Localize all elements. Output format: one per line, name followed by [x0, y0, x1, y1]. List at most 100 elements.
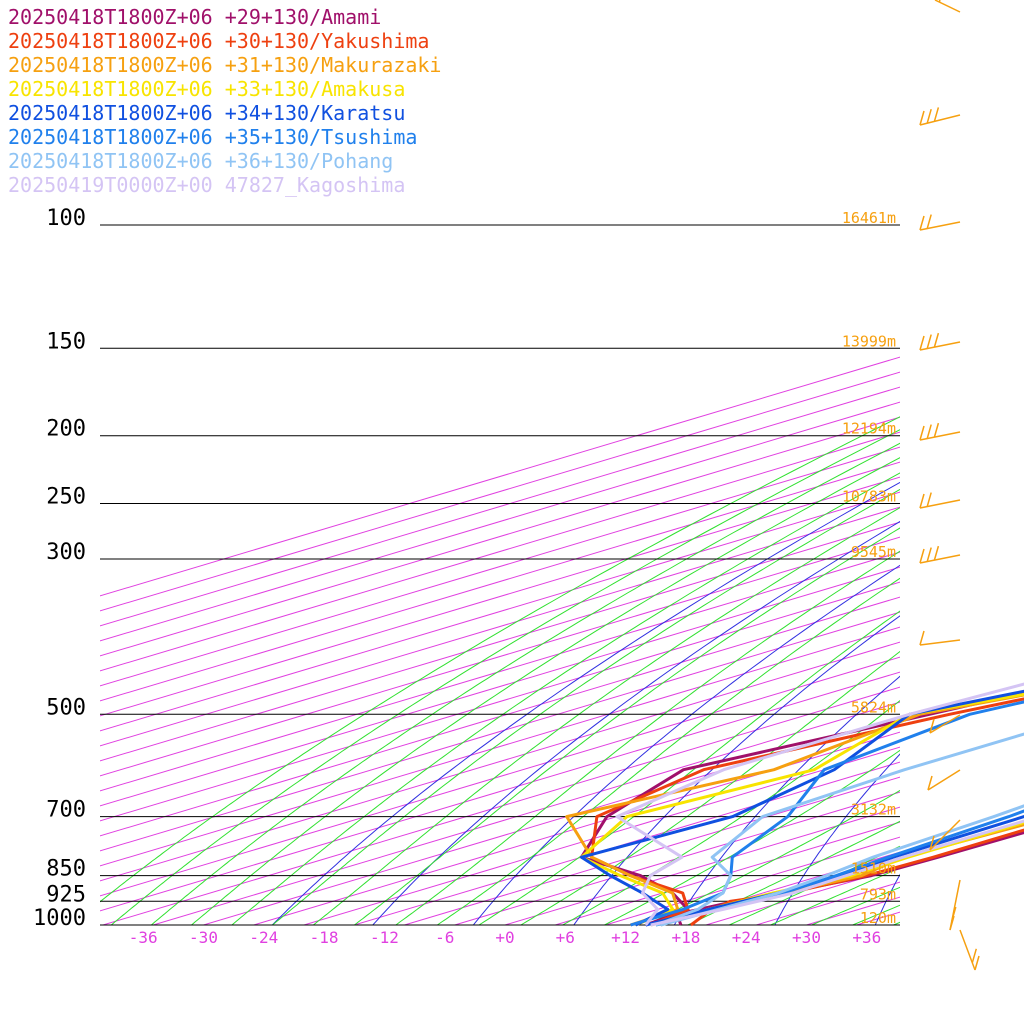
isotherm-line [907, 225, 1024, 925]
moist-adiabat-line [150, 442, 900, 925]
wind-barb-flag [929, 835, 935, 851]
pressure-label: 150 [46, 329, 86, 354]
wind-barb-flag [933, 107, 940, 122]
height-label: 120m [860, 909, 896, 927]
wind-barb [919, 499, 961, 509]
wind-barb-flag [951, 906, 957, 922]
wind-barb [919, 221, 961, 231]
isotherm-line [100, 641, 900, 882]
height-label: 16461m [842, 209, 896, 227]
temperature-tick-label: -12 [370, 928, 399, 947]
temperature-tick-label: -24 [249, 928, 278, 947]
dewpoint-line-5 [630, 700, 1024, 927]
pressure-label: 850 [46, 857, 86, 882]
isotherm-line [100, 461, 900, 702]
pressure-label: 200 [46, 417, 86, 442]
legend-entry: 20250418T1800Z+06 +34+130/Karatsu [8, 101, 405, 125]
wind-barb [919, 554, 961, 564]
wind-barb [919, 639, 961, 646]
isotherm-line [100, 506, 900, 747]
wind-barb-flag [933, 332, 940, 348]
wind-barb-flag [926, 547, 932, 562]
dry-adiabat-line [874, 873, 900, 925]
pressure-label: 250 [46, 485, 86, 510]
pressure-label: 500 [46, 695, 86, 720]
dry-adiabat-line [271, 481, 900, 925]
dewpoint-line-3 [580, 692, 1024, 927]
moist-adiabat-line [100, 416, 900, 903]
legend-entry: 20250418T1800Z+06 +29+130/Amami [8, 5, 381, 29]
temperature-tick-label: +18 [671, 928, 700, 947]
isotherm-line [100, 596, 900, 837]
pressure-label: 300 [46, 540, 86, 565]
moist-adiabat-line [769, 867, 900, 925]
wind-barb-flag [919, 215, 925, 231]
moist-adiabat-line [110, 429, 900, 925]
wind-barb-flag [926, 492, 932, 507]
isotherm-line [100, 446, 900, 687]
temperature-tick-label: +0 [495, 928, 514, 947]
isotherm-line [100, 356, 900, 597]
legend: 20250418T1800Z+06 +29+130/Amami 20250418T… [8, 5, 441, 197]
wind-barb-flag [919, 548, 925, 564]
wind-barb [919, 431, 961, 441]
height-label: 3132m [851, 801, 896, 819]
isotherm-line [605, 836, 900, 925]
isotherm-line [100, 476, 900, 717]
isotherm-line [100, 416, 900, 657]
wind-barb-flag [933, 422, 940, 438]
height-label: 9545m [851, 543, 896, 561]
legend-entry: 20250418T1800Z+06 +31+130/Makurazaki [8, 53, 441, 77]
temperature-tick-label: +24 [732, 928, 761, 947]
height-label: 5824m [851, 698, 896, 716]
isotherm-line [100, 656, 900, 897]
isotherm-line [100, 371, 900, 612]
wind-barb-flag [919, 425, 925, 441]
isotherm-line [100, 521, 900, 762]
wind-barb [929, 819, 961, 851]
moist-adiabat-line [561, 700, 900, 925]
legend-entry: 20250419T0000Z+00 47827_Kagoshima [8, 173, 405, 197]
isotherm-line [100, 386, 900, 627]
height-label: 793m [860, 885, 896, 903]
moist-adiabat-line [353, 527, 900, 925]
wind-barb-flag [971, 948, 978, 964]
temperature-axis: -36 -30 -24 -18 -12 -6 +0 +6 +12 +18 +24 +30 +36 [129, 928, 882, 947]
isotherm-line [354, 761, 900, 925]
temperature-tick-label: +36 [852, 928, 881, 947]
height-label: 1510m [851, 860, 896, 878]
moist-adiabat-line [645, 789, 900, 925]
dry-adiabat-line [472, 564, 900, 925]
pressure-label: 100 [46, 206, 86, 231]
height-labels: 120m 793m 1510m 3132m 5824m 9545m 10783m 12194m… [842, 209, 896, 927]
pressure-label: 925 [46, 882, 86, 907]
wind-barb-flag [926, 424, 932, 439]
moist-adiabat-line [312, 507, 900, 925]
isotherm-line [100, 626, 900, 867]
temperature-tick-label: -30 [189, 928, 218, 947]
wind-barb-flag [919, 493, 925, 509]
dewpoint-line-4 [580, 689, 1024, 927]
wind-barb [929, 714, 961, 734]
wind-barb-flag [933, 545, 940, 561]
isotherm-line [806, 896, 900, 925]
isotherm-line [100, 401, 900, 642]
legend-entry: 20250418T1800Z+06 +36+130/Pohang [8, 149, 393, 173]
wind-barb [934, 0, 961, 13]
moist-adiabat-line [190, 457, 900, 925]
wind-barb-flag [926, 334, 932, 349]
pressure-label: 1000 [33, 906, 86, 931]
pressure-label: 700 [46, 798, 86, 823]
isotherm-line [555, 821, 900, 925]
isotherm-line [102, 686, 900, 925]
isotherm-line [100, 611, 900, 852]
isotherm-line [100, 536, 900, 777]
isotherm-line [504, 806, 900, 925]
temperature-line-6 [660, 804, 1024, 927]
moist-adiabat-line [436, 577, 900, 925]
wind-barb [927, 769, 961, 791]
height-label: 12194m [842, 420, 896, 438]
wind-barb-flag [926, 108, 932, 124]
